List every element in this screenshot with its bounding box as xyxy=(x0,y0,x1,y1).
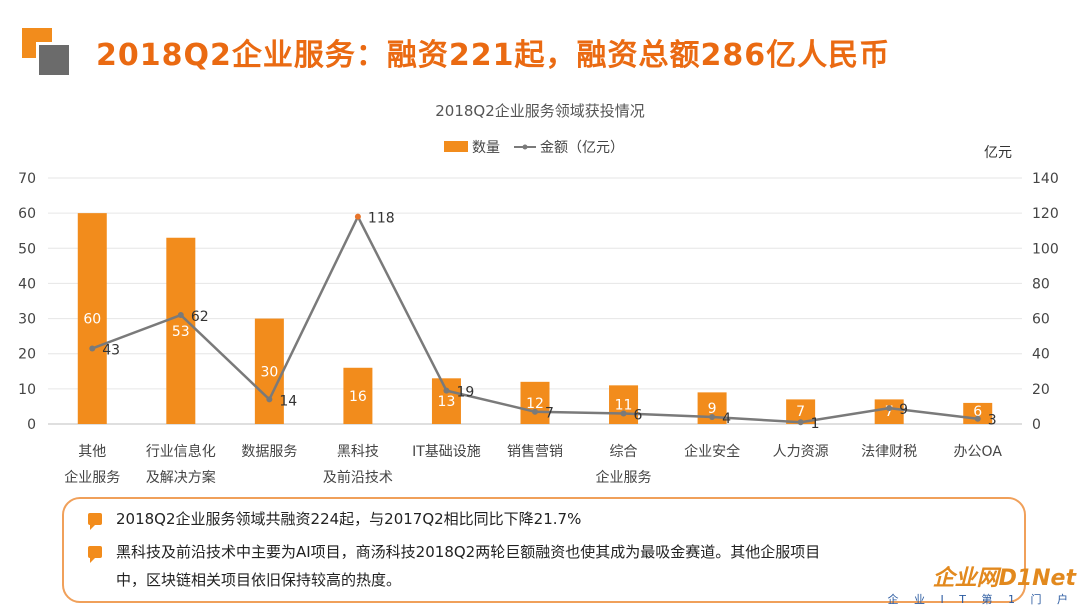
category-label: 综合企业服务 xyxy=(596,444,652,486)
bar xyxy=(609,385,639,424)
left-tick-label: 30 xyxy=(18,312,36,328)
bar xyxy=(77,213,107,424)
chart-legend: 数量 金额（亿元） xyxy=(444,140,624,156)
category-label: 数据服务 xyxy=(241,444,297,460)
left-tick-label: 50 xyxy=(18,241,36,257)
line-point xyxy=(89,345,96,352)
right-tick-label: 140 xyxy=(1032,171,1059,187)
line-value-label: 6 xyxy=(634,407,643,423)
legend-bar-swatch xyxy=(444,141,468,152)
right-axis-unit: 亿元 xyxy=(984,145,1012,161)
bar xyxy=(166,237,196,424)
bar-value-label: 11 xyxy=(615,398,633,414)
note-3: 中，区块链相关项目依旧保持较高的热度。 xyxy=(116,571,402,589)
right-tick-label: 40 xyxy=(1032,347,1050,363)
bar xyxy=(431,378,461,424)
line-point xyxy=(886,405,893,412)
bar-value-label: 16 xyxy=(349,389,367,405)
notes-box: 2018Q2企业服务领域共融资224起，与2017Q2相比同比下降21.7% 黑… xyxy=(62,497,1026,603)
category-label: 销售营销 xyxy=(507,444,563,460)
category-label: 法律财税 xyxy=(861,444,917,460)
note-bullet-icon xyxy=(88,513,102,530)
left-tick-label: 10 xyxy=(18,382,36,398)
bar-value-label: 7 xyxy=(885,404,894,420)
left-tick-label: 0 xyxy=(27,417,36,433)
note-1: 2018Q2企业服务领域共融资224起，与2017Q2相比同比下降21.7% xyxy=(116,510,582,528)
category-label: 黑科技及前沿技术 xyxy=(323,444,393,486)
right-tick-label: 100 xyxy=(1032,241,1059,257)
brand-tagline: 企 业 I T 第 1 门 户 xyxy=(887,593,1074,606)
left-tick-label: 70 xyxy=(18,171,36,187)
bar-value-label: 30 xyxy=(260,364,278,380)
left-axis: 0 10 20 30 40 50 60 70 xyxy=(18,171,36,433)
line-point xyxy=(709,413,716,420)
bar-value-label: 6 xyxy=(973,404,982,420)
bar xyxy=(520,381,550,424)
brand-logo: 企业网D1Net xyxy=(932,566,1076,591)
title-logo-icon xyxy=(22,28,76,82)
category-label: IT基础设施 xyxy=(412,443,481,460)
line-value-label: 1 xyxy=(811,416,820,432)
category-label: 企业安全 xyxy=(684,443,740,460)
bar-value-label: 13 xyxy=(438,394,456,410)
line-value-label: 9 xyxy=(899,402,908,418)
line-value-label: 43 xyxy=(102,342,120,358)
bar xyxy=(254,318,284,424)
category-label: 行业信息化及解决方案 xyxy=(146,443,216,486)
right-axis: 0 20 40 60 80 100 120 140 xyxy=(1032,171,1059,433)
line-point xyxy=(532,408,538,415)
line-point xyxy=(797,419,804,426)
bar-value-label: 9 xyxy=(708,401,717,417)
bar xyxy=(874,399,904,424)
line-value-label: 19 xyxy=(456,385,474,401)
line-value-label: 118 xyxy=(368,211,395,227)
bar-value-label: 12 xyxy=(526,396,544,412)
legend-label-line: 金额（亿元） xyxy=(540,140,624,156)
bar-value-label: 60 xyxy=(83,312,101,328)
line-value-label: 14 xyxy=(279,393,297,409)
chart-title: 2018Q2企业服务领域获投情况 xyxy=(435,102,645,120)
line-point xyxy=(354,213,361,220)
line-point xyxy=(620,410,627,417)
legend-line-marker xyxy=(522,144,528,150)
chart: 2018Q2企业服务领域获投情况 数量 金额（亿元） 01020304050607… xyxy=(18,102,1059,486)
line-point xyxy=(177,312,184,319)
bar xyxy=(343,367,373,424)
line-value-label: 4 xyxy=(722,411,731,427)
right-tick-label: 20 xyxy=(1032,382,1050,398)
note-bullet-icon xyxy=(88,546,102,563)
page-title: 2018Q2企业服务：融资221起，融资总额286亿人民币 xyxy=(96,38,891,73)
category-label: 人力资源 xyxy=(773,444,829,460)
category-label: 办公OA xyxy=(954,444,1003,460)
line-value-label: 62 xyxy=(191,309,209,325)
right-tick-label: 80 xyxy=(1032,276,1050,292)
right-tick-label: 0 xyxy=(1032,417,1041,433)
left-tick-label: 60 xyxy=(18,206,36,222)
left-tick-label: 40 xyxy=(18,276,36,292)
left-tick-label: 20 xyxy=(18,347,36,363)
right-tick-label: 120 xyxy=(1032,206,1059,222)
line-point xyxy=(266,396,273,403)
line-value-label: 7 xyxy=(545,406,554,422)
bar-value-label: 7 xyxy=(796,404,805,420)
line-point xyxy=(974,415,981,422)
legend-label-bar: 数量 xyxy=(472,140,500,156)
right-tick-label: 60 xyxy=(1032,312,1050,328)
line-value-label: 3 xyxy=(988,413,997,429)
bar-value-label: 53 xyxy=(172,324,190,340)
category-label: 其他企业服务 xyxy=(64,444,120,486)
note-2: 黑科技及前沿技术中主要为AI项目，商汤科技2018Q2两轮巨额融资也使其成为最吸… xyxy=(116,543,821,561)
line-point xyxy=(443,387,450,394)
